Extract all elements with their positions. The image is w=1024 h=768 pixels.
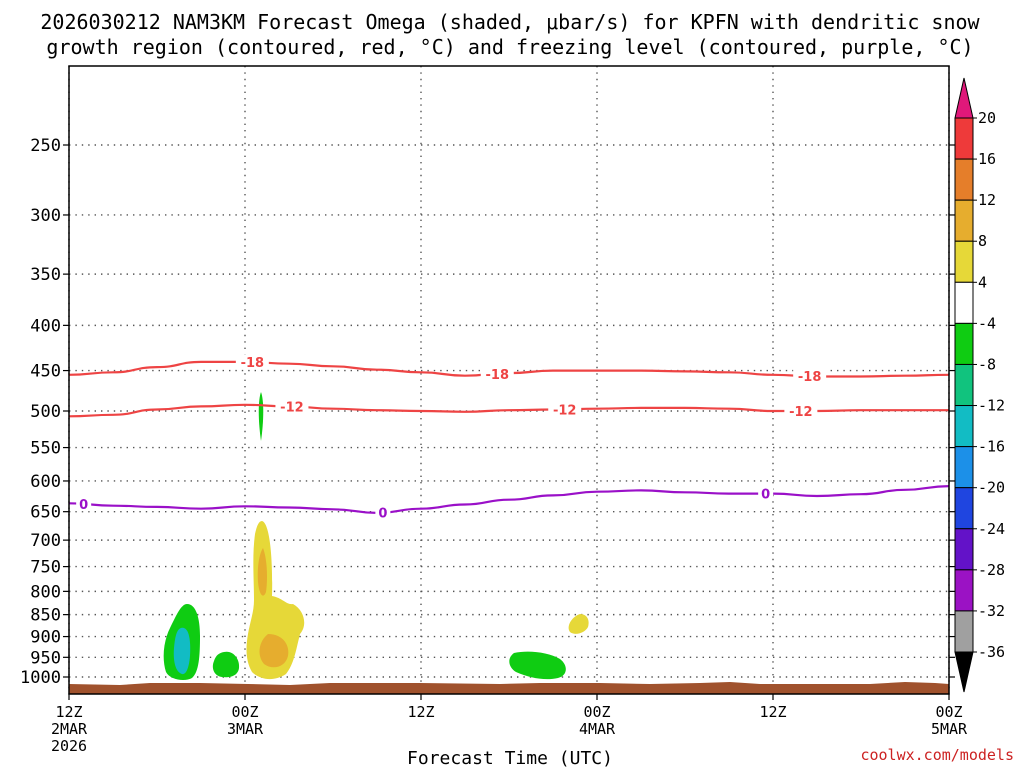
x-tick-label-60-1: 5MAR xyxy=(931,720,968,738)
chart-title-line-2: growth region (contoured, red, °C) and f… xyxy=(46,35,973,59)
chart-title-line-1: 2026030212 NAM3KM Forecast Omega (shaded… xyxy=(40,10,980,34)
x-tick-label-36-0: 00Z xyxy=(583,703,610,721)
contour-label-dgz-minus12-1: -12 xyxy=(553,403,577,418)
contour-label-freezing-level-0: 0 xyxy=(79,498,88,513)
contour-label-bg xyxy=(758,485,774,501)
upward-cell-3 xyxy=(258,392,264,441)
y-tick-label-950: 950 xyxy=(30,648,61,668)
upward-cell-2 xyxy=(212,651,240,678)
colorbar-swatch-0 xyxy=(954,117,974,160)
colorbar-swatch-5 xyxy=(954,322,974,365)
colorbar-label-5: -4 xyxy=(978,314,996,332)
x-tick-label-60-0: 00Z xyxy=(935,703,962,721)
contour-label-dgz-minus12-0: -12 xyxy=(280,401,304,416)
colorbar-swatch-2 xyxy=(954,199,974,242)
contour-label-dgz-minus18-1: -18 xyxy=(486,368,510,383)
colorbar-label-13: -36 xyxy=(978,643,1005,661)
y-tick-label-700: 700 xyxy=(30,531,61,551)
upward-cell-1-core xyxy=(173,627,191,675)
contour-label-bg xyxy=(548,401,582,417)
colorbar-label-0: 20 xyxy=(978,109,996,127)
colorbar-swatch-1 xyxy=(954,158,974,201)
colorbar-label-1: 16 xyxy=(978,150,996,168)
temperature-contours: -18 -18 -18 -12 -12 -12 0 0 0 xyxy=(68,354,950,521)
colorbar-label-6: -8 xyxy=(978,355,996,373)
y-tick-label-650: 650 xyxy=(30,503,61,523)
contour-label-dgz-minus18-0: -18 xyxy=(241,356,265,371)
colorbar-label-9: -20 xyxy=(978,479,1005,497)
contour-label-dgz-minus12-2: -12 xyxy=(789,405,813,420)
contour-label-dgz-minus18-2: -18 xyxy=(798,370,822,385)
y-tick-label-1000: 1000 xyxy=(20,668,61,688)
x-tick-label-36-1: 4MAR xyxy=(579,720,616,738)
y-tick-label-250: 250 xyxy=(30,136,61,156)
omega-shading xyxy=(163,392,589,680)
x-tick-label-0-2: 2026 xyxy=(51,737,87,755)
colorbar-swatch-10 xyxy=(954,528,974,571)
contour-label-freezing-level-1: 0 xyxy=(378,506,387,521)
colorbar-bottom-arrow xyxy=(954,651,974,693)
colorbar-label-11: -28 xyxy=(978,561,1005,579)
y-tick-label-600: 600 xyxy=(30,472,61,492)
y-tick-label-450: 450 xyxy=(30,362,61,382)
downward-plume-core xyxy=(257,548,267,596)
x-axis-title: Forecast Time (UTC) xyxy=(407,748,613,768)
y-tick-label-750: 750 xyxy=(30,558,61,578)
terrain-surface xyxy=(69,682,949,694)
y-tick-label-900: 900 xyxy=(30,628,61,648)
colorbar-top-arrow xyxy=(954,77,974,119)
y-tick-label-300: 300 xyxy=(30,206,61,226)
x-tick-label-48-0: 12Z xyxy=(759,703,786,721)
x-tick-label-0-0: 12Z xyxy=(55,703,82,721)
contour-label-bg xyxy=(784,403,818,418)
contour-label-bg xyxy=(793,368,827,384)
colorbar-label-12: -32 xyxy=(978,602,1005,620)
x-tick-label-24-0: 12Z xyxy=(407,703,434,721)
upward-cell-4 xyxy=(509,651,566,680)
contour-label-bg xyxy=(235,354,269,370)
colorbar-swatch-3 xyxy=(954,240,974,283)
colorbar-label-4: 4 xyxy=(978,273,987,291)
y-axis-ticks: 2503003504004505005506006507007508008509… xyxy=(20,136,955,688)
y-tick-label-500: 500 xyxy=(30,402,61,422)
colorbar-swatch-9 xyxy=(954,487,974,530)
colorbar-swatch-11 xyxy=(954,569,974,612)
colorbar-swatch-7 xyxy=(954,405,974,448)
contour-label-bg xyxy=(480,365,514,381)
colorbar-label-2: 12 xyxy=(978,191,996,209)
y-tick-label-850: 850 xyxy=(30,606,61,626)
x-tick-label-12-1: 3MAR xyxy=(227,720,264,738)
terrain-surface xyxy=(69,682,949,694)
y-tick-label-800: 800 xyxy=(30,582,61,602)
y-tick-label-550: 550 xyxy=(30,439,61,459)
downward-cell-small xyxy=(568,614,589,634)
colorbar-swatch-4 xyxy=(954,281,974,324)
colorbar-swatch-12 xyxy=(954,610,974,653)
colorbar: 20 16 12 8 4 -4 -8 -12 -16 -20 -24 -28 -32 -36 xyxy=(954,77,1005,693)
colorbar-label-7: -12 xyxy=(978,397,1005,415)
x-tick-label-0-1: 2MAR xyxy=(51,720,88,738)
contour-label-freezing-level-2: 0 xyxy=(761,488,770,503)
colorbar-label-8: -16 xyxy=(978,438,1005,456)
colorbar-label-10: -24 xyxy=(978,520,1005,538)
colorbar-label-3: 8 xyxy=(978,232,987,250)
plot-border xyxy=(68,65,950,695)
plot-frame xyxy=(68,65,950,695)
downward-plume-lower-core xyxy=(259,634,289,668)
colorbar-swatch-8 xyxy=(954,446,974,489)
contour-label-bg xyxy=(76,496,92,512)
credit-link[interactable]: coolwx.com/models xyxy=(860,746,1014,764)
y-tick-label-350: 350 xyxy=(30,265,61,285)
contour-label-bg xyxy=(275,398,309,414)
colorbar-swatch-6 xyxy=(954,363,974,407)
contour-freezing-level xyxy=(68,485,950,515)
contour-label-bg xyxy=(375,504,391,520)
x-tick-label-12-0: 00Z xyxy=(231,703,258,721)
y-tick-label-400: 400 xyxy=(30,316,61,336)
